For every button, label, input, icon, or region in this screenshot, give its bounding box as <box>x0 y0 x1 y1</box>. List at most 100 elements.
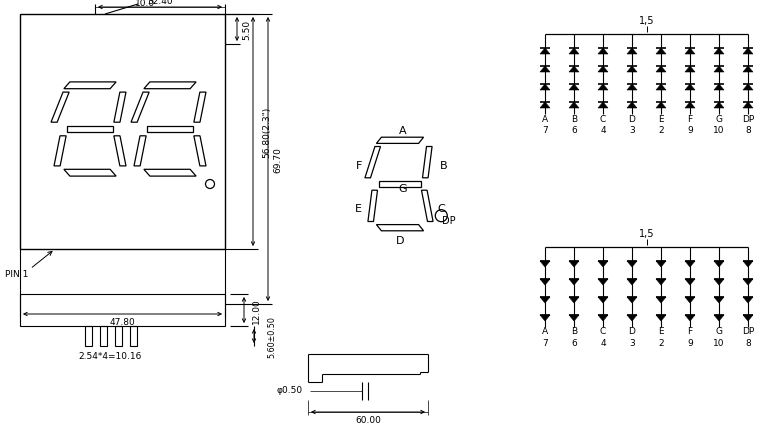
Polygon shape <box>627 315 637 321</box>
Text: 32.40: 32.40 <box>147 0 173 7</box>
Polygon shape <box>379 181 421 187</box>
Polygon shape <box>627 297 637 303</box>
Polygon shape <box>540 85 550 91</box>
Polygon shape <box>194 93 206 123</box>
Text: PIN 1: PIN 1 <box>5 270 28 279</box>
Polygon shape <box>627 67 637 73</box>
Text: 6: 6 <box>571 126 577 135</box>
Polygon shape <box>627 85 637 91</box>
Polygon shape <box>743 297 753 303</box>
Polygon shape <box>743 67 753 73</box>
Text: 9: 9 <box>687 126 693 135</box>
Polygon shape <box>569 49 579 55</box>
Text: 7: 7 <box>542 126 548 135</box>
Text: G: G <box>399 184 407 194</box>
Text: 6: 6 <box>571 339 577 348</box>
Polygon shape <box>377 225 424 231</box>
Polygon shape <box>54 136 66 167</box>
Polygon shape <box>598 103 608 109</box>
Polygon shape <box>714 67 724 73</box>
Polygon shape <box>114 93 126 123</box>
Polygon shape <box>714 85 724 91</box>
Text: F: F <box>687 114 692 123</box>
Polygon shape <box>540 279 550 285</box>
Polygon shape <box>656 315 666 321</box>
Text: 2: 2 <box>659 126 664 135</box>
Polygon shape <box>656 261 666 267</box>
Text: C: C <box>438 203 446 213</box>
Text: E: E <box>355 203 363 213</box>
Polygon shape <box>685 49 695 55</box>
Polygon shape <box>569 67 579 73</box>
Text: D: D <box>395 235 404 245</box>
Polygon shape <box>685 67 695 73</box>
Text: 8: 8 <box>745 126 751 135</box>
Polygon shape <box>656 297 666 303</box>
Text: 7: 7 <box>542 339 548 348</box>
Polygon shape <box>421 191 433 222</box>
Polygon shape <box>627 279 637 285</box>
Polygon shape <box>743 315 753 321</box>
Text: A: A <box>542 327 548 336</box>
Text: F: F <box>687 327 692 336</box>
Text: φ0.50: φ0.50 <box>277 386 303 395</box>
Text: 9: 9 <box>687 339 693 348</box>
Polygon shape <box>569 85 579 91</box>
Polygon shape <box>714 315 724 321</box>
Text: 2: 2 <box>659 339 664 348</box>
Text: 3: 3 <box>629 126 635 135</box>
Text: C: C <box>600 114 606 123</box>
Bar <box>130 326 137 346</box>
Polygon shape <box>423 147 432 178</box>
Polygon shape <box>64 83 116 89</box>
Polygon shape <box>144 83 196 89</box>
Polygon shape <box>51 93 69 123</box>
Polygon shape <box>598 85 608 91</box>
Text: 60.00: 60.00 <box>355 415 381 424</box>
Polygon shape <box>685 261 695 267</box>
Text: 10: 10 <box>713 126 725 135</box>
Bar <box>100 326 107 346</box>
Text: D: D <box>629 114 636 123</box>
Polygon shape <box>714 49 724 55</box>
Text: B: B <box>571 114 577 123</box>
Polygon shape <box>144 170 196 177</box>
Polygon shape <box>627 49 637 55</box>
Polygon shape <box>627 261 637 267</box>
Polygon shape <box>540 261 550 267</box>
Polygon shape <box>685 315 695 321</box>
Polygon shape <box>598 261 608 267</box>
Polygon shape <box>743 103 753 109</box>
Text: B: B <box>439 161 447 171</box>
Polygon shape <box>743 85 753 91</box>
Bar <box>20 294 225 326</box>
Text: 3: 3 <box>629 339 635 348</box>
Text: E: E <box>659 114 664 123</box>
Polygon shape <box>656 49 666 55</box>
Polygon shape <box>114 136 126 167</box>
Polygon shape <box>714 103 724 109</box>
Text: D: D <box>629 327 636 336</box>
Text: 56.80(2.3"): 56.80(2.3") <box>262 107 272 158</box>
Polygon shape <box>714 261 724 267</box>
Text: A: A <box>542 114 548 123</box>
Polygon shape <box>685 279 695 285</box>
Polygon shape <box>540 315 550 321</box>
Polygon shape <box>368 191 377 222</box>
Polygon shape <box>656 103 666 109</box>
Text: 69.70: 69.70 <box>273 147 283 173</box>
Polygon shape <box>598 315 608 321</box>
Polygon shape <box>365 147 381 178</box>
Text: DP: DP <box>742 327 754 336</box>
Bar <box>115 326 122 346</box>
Polygon shape <box>540 67 550 73</box>
Text: B: B <box>571 327 577 336</box>
Polygon shape <box>134 136 146 167</box>
Text: 5.60±0.50: 5.60±0.50 <box>268 316 276 357</box>
Text: 1,5: 1,5 <box>639 16 655 26</box>
Polygon shape <box>540 49 550 55</box>
Polygon shape <box>714 297 724 303</box>
Polygon shape <box>598 67 608 73</box>
Text: 12.00: 12.00 <box>251 297 261 323</box>
Text: F: F <box>355 161 362 171</box>
